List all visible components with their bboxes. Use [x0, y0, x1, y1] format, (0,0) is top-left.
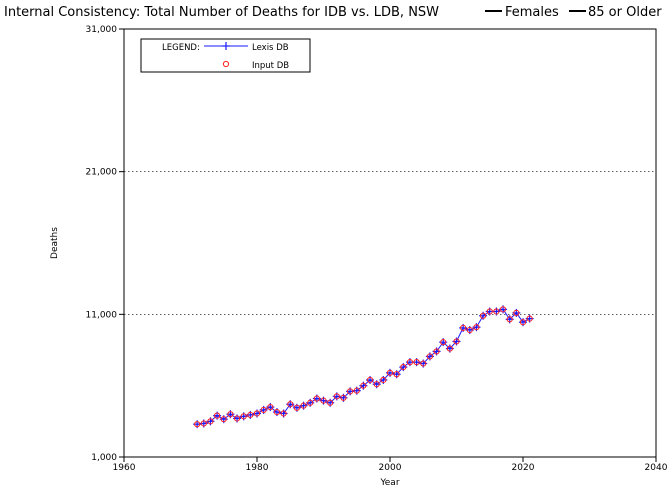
point-input-db-1984 [280, 410, 287, 417]
plot-frame [123, 28, 657, 458]
point-input-db-1985 [287, 401, 294, 408]
point-input-db-1971 [194, 421, 201, 428]
point-input-db-1993 [340, 394, 347, 401]
axis-ticks: 1,000 11,000 21,000 31,000 1960 1980 2000 2020 2… [86, 25, 668, 473]
point-input-db-2003 [406, 359, 414, 366]
point-input-db-2013 [473, 324, 480, 331]
point-input-db-2019 [513, 309, 520, 317]
point-input-db-1974 [214, 412, 221, 419]
legend-input-label: Input DB [252, 61, 289, 71]
point-input-db-2018 [506, 316, 513, 323]
y-axis-label: Deaths [50, 227, 60, 259]
point-input-db-2008 [440, 339, 447, 346]
point-input-db-2006 [426, 353, 433, 360]
point-input-db-1982 [267, 403, 274, 411]
point-input-db-1990 [320, 397, 327, 404]
point-input-db-2001 [393, 371, 400, 378]
x-axis-label: Year [379, 478, 399, 488]
point-input-db-1989 [313, 395, 320, 402]
grid-lines [124, 171, 656, 315]
x-tick-label-1960: 1960 [113, 463, 136, 473]
chart-title: Internal Consistency: Total Number of De… [4, 5, 439, 20]
legend-input-marker [222, 60, 230, 68]
series-line-lexis-db [197, 308, 530, 425]
x-tick-label-2040: 2040 [645, 463, 668, 473]
point-input-db-1972 [200, 420, 207, 427]
point-input-db-1996 [360, 382, 367, 389]
point-input-db-2012 [466, 326, 473, 334]
point-input-db-2009 [446, 345, 453, 352]
point-input-db-1980 [253, 410, 261, 417]
point-input-db-1998 [373, 381, 380, 388]
point-input-db-1986 [293, 404, 300, 411]
point-input-db-2004 [413, 359, 420, 366]
point-input-db-2000 [386, 369, 394, 376]
x-tick-label-2020: 2020 [512, 463, 535, 473]
legend-lexis-label: Lexis DB [252, 43, 289, 53]
data-series [193, 305, 534, 429]
point-input-db-1987 [300, 402, 307, 409]
point-input-db-2016 [493, 308, 500, 315]
point-input-db-1973 [207, 418, 214, 425]
point-input-db-2005 [420, 360, 427, 367]
x-tick-label-2000: 2000 [379, 463, 402, 473]
point-input-db-1978 [240, 413, 247, 420]
point-input-db-1976 [227, 411, 234, 418]
y-tick-label-1000: 1,000 [91, 453, 117, 463]
chart-title-main: Internal Consistency: Total Number of De… [4, 5, 439, 20]
point-input-db-2002 [400, 364, 407, 371]
point-input-db-1975 [220, 416, 227, 423]
point-input-db-2020 [519, 319, 527, 326]
point-input-db-2010 [453, 338, 460, 345]
point-input-db-1991 [327, 399, 334, 406]
y-tick-label-21000: 21,000 [86, 168, 118, 178]
point-input-db-1977 [233, 415, 241, 422]
chart-title-sex: Females [505, 5, 559, 20]
x-tick-label-1980: 1980 [246, 463, 269, 473]
point-input-db-1979 [247, 411, 254, 419]
point-input-db-2011 [460, 324, 467, 331]
point-input-db-1995 [353, 387, 360, 394]
legend: LEGEND: Lexis DB Input DB [140, 38, 311, 73]
point-input-db-1997 [366, 376, 374, 384]
point-input-db-1988 [307, 399, 314, 406]
legend-lexis-marker [222, 42, 230, 50]
y-tick-label-11000: 11,000 [86, 310, 118, 320]
y-tick-label-31000: 31,000 [86, 25, 118, 35]
legend-heading: LEGEND: [162, 43, 200, 53]
point-input-db-1981 [260, 406, 267, 414]
point-input-db-1983 [273, 408, 281, 416]
point-input-db-1992 [333, 393, 340, 400]
point-input-db-2015 [486, 308, 493, 315]
point-input-db-2017 [499, 306, 507, 313]
chart-title-age: 85 or Older [588, 5, 662, 20]
point-input-db-2021 [526, 315, 533, 322]
point-input-db-1999 [380, 376, 387, 384]
point-input-db-1994 [347, 388, 354, 395]
point-input-db-2014 [480, 312, 487, 319]
point-input-db-2007 [433, 348, 440, 355]
